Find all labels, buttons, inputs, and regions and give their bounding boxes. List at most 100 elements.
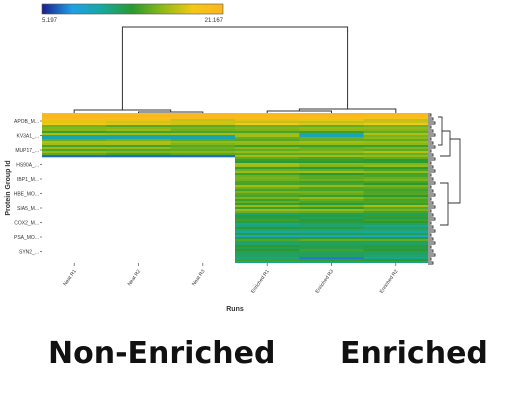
- heatmap-cell: [170, 119, 236, 122]
- heatmap-cell: [299, 233, 365, 236]
- heatmap-cell: [363, 155, 428, 158]
- heatmap-cell: [299, 211, 365, 214]
- dendrogram-branch: [428, 161, 432, 165]
- heatmap-cell: [170, 147, 236, 150]
- heatmap-cell: [299, 187, 365, 190]
- heatmap-cell: [235, 123, 300, 126]
- heatmap-cell: [299, 159, 365, 162]
- heatmap-cell: [299, 259, 365, 262]
- heatmap-cell: [235, 253, 300, 256]
- heatmap-cell: [235, 147, 300, 150]
- dendrogram-branch: [428, 129, 434, 133]
- heatmap-cell: [299, 183, 365, 186]
- heatmap-cell: [363, 167, 428, 170]
- heatmap-cell: [363, 151, 428, 154]
- heatmap-cell: [299, 147, 365, 150]
- heatmap-cell: [299, 201, 365, 204]
- heatmap-cell: [235, 243, 300, 246]
- heatmap-cell: [363, 239, 428, 242]
- heatmap-cell: [363, 117, 428, 120]
- heatmap-cell: [363, 215, 428, 218]
- heatmap-cell: [170, 129, 236, 132]
- heatmap-cell: [235, 255, 300, 258]
- heatmap-cell: [363, 253, 428, 256]
- heatmap-cell: [106, 125, 172, 128]
- heatmap-cell: [170, 133, 236, 136]
- heatmap-cell: [235, 207, 300, 210]
- dendrogram-branch: [428, 117, 434, 121]
- heatmap-cell: [235, 157, 300, 160]
- heatmap-cell: [299, 239, 365, 242]
- heatmap-cell: [235, 129, 300, 132]
- heatmap-cell: [299, 241, 365, 244]
- row-labels: APOB_M... KV3A1_... MUP17_... HS90A_... IBP1…: [14, 119, 42, 256]
- dendrogram-branch: [428, 121, 436, 125]
- heatmap-cell: [235, 205, 300, 208]
- heatmap-cell: [363, 159, 428, 162]
- column-labels: Neat R1 Neat R2 Neat R3 Enriched R1 Enriched…: [62, 263, 400, 295]
- heatmap-cell: [299, 203, 365, 206]
- heatmap-cell: [299, 227, 365, 230]
- heatmap-cell: [363, 191, 428, 194]
- heatmap-cell: [235, 137, 300, 140]
- heatmap-cell: [42, 145, 107, 148]
- heatmap-cell: [42, 143, 107, 146]
- heatmap-cell: [235, 231, 300, 234]
- dendrogram-branch: [428, 133, 436, 137]
- heatmap-cell: [363, 211, 428, 214]
- heatmap-cell: [235, 127, 300, 130]
- heatmap-cell: [235, 229, 300, 232]
- dendrogram-branch: [428, 221, 432, 225]
- heatmap-cell: [363, 113, 428, 116]
- dendrogram-branch: [121, 26, 349, 110]
- heatmap-cell: [235, 259, 300, 262]
- heatmap-cell: [235, 211, 300, 214]
- heatmap-cell: [363, 233, 428, 236]
- caption-non-enriched: Non-Enriched: [48, 336, 276, 371]
- dendrogram-branch: [428, 189, 434, 193]
- heatmap-cell: [170, 151, 236, 154]
- heatmap-cell: [235, 223, 300, 226]
- heatmap-cell: [235, 143, 300, 146]
- heatmap-cell: [363, 139, 428, 142]
- heatmap-cell: [299, 249, 365, 252]
- heatmap-cell: [235, 165, 300, 168]
- heatmap-cell: [299, 207, 365, 210]
- column-label: Neat R3: [191, 269, 207, 288]
- heatmap-cell: [42, 121, 107, 124]
- row-label: SIA5_M...: [17, 206, 39, 212]
- heatmap-cell: [363, 131, 428, 134]
- heatmap-cell: [106, 151, 172, 154]
- heatmap-cell: [235, 159, 300, 162]
- heatmap-cell: [235, 171, 300, 174]
- heatmap-cell: [235, 195, 300, 198]
- heatmap-cell: [235, 227, 300, 230]
- heatmap-cell: [299, 189, 365, 192]
- heatmap-cell: [235, 191, 300, 194]
- heatmap-cell: [235, 183, 300, 186]
- heatmap-cell: [235, 197, 300, 200]
- row-label: HBE_MO...: [14, 192, 39, 198]
- heatmap-cell: [235, 249, 300, 252]
- heatmap-cell: [170, 149, 236, 152]
- heatmap-cell: [299, 161, 365, 164]
- heatmap-cell: [363, 137, 428, 140]
- heatmap-cell: [299, 153, 365, 156]
- dendrogram-branch: [428, 249, 434, 253]
- heatmap-cell: [299, 155, 365, 158]
- dendrogram-branch: [428, 201, 434, 205]
- heatmap-cell: [299, 247, 365, 250]
- dendrogram-branch: [428, 165, 434, 169]
- heatmap-cell: [363, 217, 428, 220]
- heatmap-cell: [363, 243, 428, 246]
- heatmap-cell: [170, 155, 236, 158]
- color-scale-min-label: 5.197: [42, 18, 58, 24]
- heatmap-cell: [170, 117, 236, 120]
- heatmap-cell: [363, 205, 428, 208]
- heatmap-cell: [235, 235, 300, 238]
- heatmap-cell: [363, 237, 428, 240]
- heatmap-cell: [363, 173, 428, 176]
- heatmap-cell: [299, 231, 365, 234]
- dendrogram-branch: [138, 111, 204, 113]
- heatmap-cell: [299, 121, 365, 124]
